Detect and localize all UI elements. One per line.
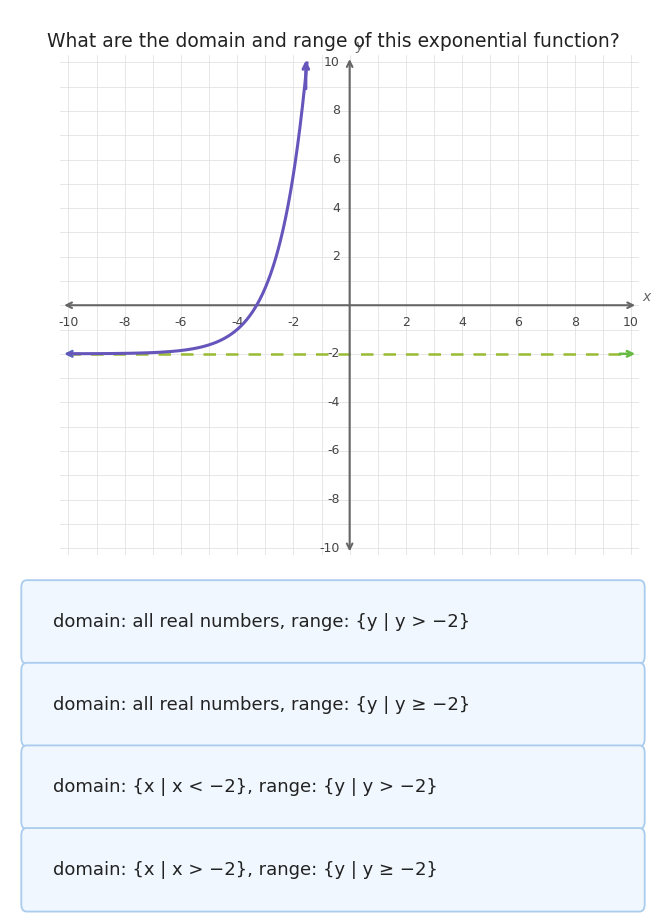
Text: y: y	[356, 39, 364, 52]
Text: 6: 6	[332, 153, 340, 166]
Text: -10: -10	[58, 316, 79, 330]
Text: 2: 2	[332, 251, 340, 263]
Text: domain: all real numbers, range: {y | y ≥ −2}: domain: all real numbers, range: {y | y …	[53, 696, 471, 713]
Text: 8: 8	[571, 316, 579, 330]
Text: domain: all real numbers, range: {y | y > −2}: domain: all real numbers, range: {y | y …	[53, 613, 470, 631]
Text: -4: -4	[231, 316, 243, 330]
Text: -10: -10	[320, 542, 340, 554]
Text: 10: 10	[623, 316, 639, 330]
Text: -8: -8	[119, 316, 131, 330]
Text: -6: -6	[328, 444, 340, 457]
Text: -8: -8	[327, 493, 340, 506]
Text: -2: -2	[287, 316, 300, 330]
Text: 2: 2	[402, 316, 410, 330]
Text: 4: 4	[458, 316, 466, 330]
Text: 6: 6	[514, 316, 522, 330]
Text: 8: 8	[332, 105, 340, 118]
Text: 10: 10	[324, 56, 340, 69]
Text: x: x	[642, 290, 651, 304]
Text: -4: -4	[328, 396, 340, 409]
Text: -2: -2	[328, 347, 340, 360]
Text: What are the domain and range of this exponential function?: What are the domain and range of this ex…	[47, 32, 619, 51]
Text: domain: {x | x > −2}, range: {y | y ≥ −2}: domain: {x | x > −2}, range: {y | y ≥ −2…	[53, 861, 438, 879]
Text: -6: -6	[174, 316, 187, 330]
Text: 4: 4	[332, 202, 340, 215]
Text: domain: {x | x < −2}, range: {y | y > −2}: domain: {x | x < −2}, range: {y | y > −2…	[53, 778, 438, 796]
